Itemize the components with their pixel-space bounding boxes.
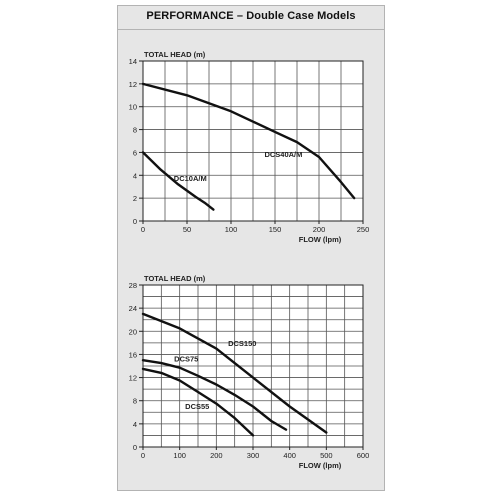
- bottom-y-tick-label-1: 4: [133, 420, 137, 429]
- bottom-series-dcs150: [141, 312, 328, 434]
- bottom-series-label-2: DCS55: [185, 402, 209, 411]
- top-x-tick-label-0: 0: [141, 225, 145, 234]
- bottom-x-tick-label-1: 100: [173, 451, 186, 460]
- bottom-series-label-1: DCS75: [174, 354, 198, 363]
- top-y-tick-label-1: 2: [133, 194, 137, 203]
- top-y-axis-title: TOTAL HEAD (m): [144, 50, 206, 59]
- top-x-tick-label-1: 50: [183, 225, 191, 234]
- bottom-y-axis-title: TOTAL HEAD (m): [144, 274, 206, 283]
- bottom-series-label-0: DCS150: [228, 339, 256, 348]
- top-x-tick-label-3: 150: [269, 225, 282, 234]
- bottom-x-tick-label-6: 600: [357, 451, 370, 460]
- top-series-dc10a-m: [141, 151, 215, 211]
- top-y-tick-label-0: 0: [133, 217, 137, 226]
- top-x-tick-label-4: 200: [313, 225, 326, 234]
- bottom-x-axis-title: FLOW (lpm): [299, 461, 342, 470]
- bottom-y-tick-label-5: 20: [129, 327, 137, 336]
- top-y-tick-label-3: 6: [133, 148, 137, 157]
- top-y-tick-label-7: 14: [129, 57, 137, 66]
- top-series-label-1: DC10A/M: [174, 174, 207, 183]
- bottom-series-dcs75: [141, 359, 288, 431]
- top-y-tick-label-2: 4: [133, 171, 137, 180]
- title-divider: [118, 29, 384, 30]
- bottom-y-tick-label-4: 16: [129, 350, 137, 359]
- bottom-y-tick-label-3: 12: [129, 374, 137, 383]
- top-x-tick-label-2: 100: [225, 225, 238, 234]
- bottom-y-tick-label-7: 28: [129, 281, 137, 290]
- top-series-dcs40a-m: [141, 82, 356, 200]
- bottom-y-tick-label-6: 24: [129, 304, 137, 313]
- bottom-x-tick-label-0: 0: [141, 451, 145, 460]
- bottom-y-tick-label-0: 0: [133, 443, 137, 452]
- top-y-tick-label-6: 12: [129, 80, 137, 89]
- bottom-x-tick-label-3: 300: [247, 451, 260, 460]
- bottom-x-tick-label-2: 200: [210, 451, 223, 460]
- bottom-y-tick-label-2: 8: [133, 397, 137, 406]
- panel-title: PERFORMANCE – Double Case Models: [146, 10, 356, 22]
- top-series-label-0: DCS40A/M: [264, 150, 302, 159]
- bottom-series-dcs55: [141, 367, 255, 437]
- bottom-x-tick-label-4: 400: [283, 451, 296, 460]
- top-y-tick-label-5: 10: [129, 103, 137, 112]
- bottom-x-tick-label-5: 500: [320, 451, 333, 460]
- top-x-axis-title: FLOW (lpm): [299, 235, 342, 244]
- top-y-tick-label-4: 8: [133, 126, 137, 135]
- top-x-tick-label-5: 250: [357, 225, 370, 234]
- top-frame: [142, 60, 364, 222]
